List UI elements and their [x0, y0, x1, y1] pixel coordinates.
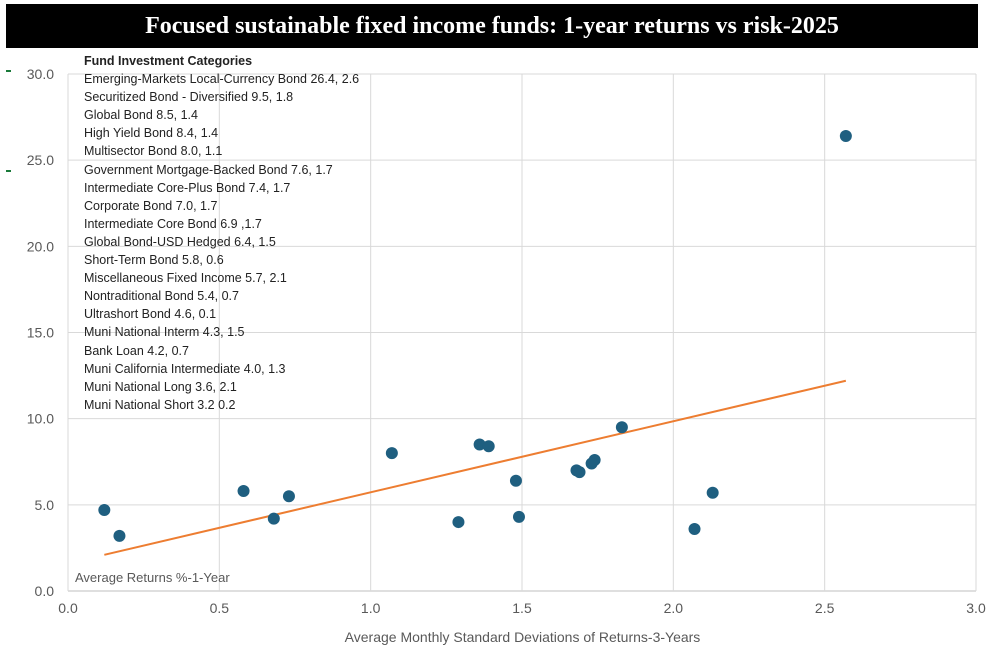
y-tick-label: 5.0: [35, 497, 55, 513]
data-point: [452, 516, 465, 529]
data-point: [98, 504, 111, 517]
x-tick-label: 3.0: [966, 600, 986, 616]
y-tick-label: 25.0: [27, 152, 54, 168]
legend-item: Muni National Interm 4.3, 1.5: [84, 325, 245, 340]
x-tick-label: 0.5: [210, 600, 230, 616]
x-tick-label: 1.5: [512, 600, 532, 616]
trendline: [104, 379, 847, 556]
legend-item: Securitized Bond - Diversified 9.5, 1.8: [84, 90, 294, 105]
x-tick-label: 2.0: [664, 600, 684, 616]
data-point: [282, 490, 295, 503]
legend-item: Multisector Bond 8.0, 1.1: [84, 144, 223, 159]
data-point: [509, 474, 522, 487]
y-tick-label: 0.0: [35, 583, 55, 599]
x-tick-label: 1.0: [361, 600, 381, 616]
legend-item: Intermediate Core Bond 6.9 ,1.7: [84, 216, 262, 231]
data-point: [482, 440, 495, 453]
y-axis-title: Average Returns %-1-Year: [75, 570, 230, 585]
legend-item: Muni National Long 3.6, 2.1: [84, 379, 237, 394]
legend-item: Bank Loan 4.2, 0.7: [84, 343, 189, 358]
y-tick-label: 20.0: [27, 238, 54, 254]
legend-list: Emerging-Markets Local-Currency Bond 26.…: [84, 70, 359, 414]
data-point: [688, 522, 701, 535]
legend-title: Fund Investment Categories: [84, 54, 253, 68]
y-tick-label: 10.0: [27, 411, 54, 427]
data-point: [512, 510, 525, 523]
y-tick-label: 15.0: [27, 325, 54, 341]
chart-title: Focused sustainable fixed income funds: …: [6, 4, 978, 48]
legend-item: Corporate Bond 7.0, 1.7: [84, 198, 218, 213]
x-tick-label: 0.0: [58, 600, 78, 616]
data-point: [473, 438, 486, 451]
legend-item: Nontraditional Bond 5.4, 0.7: [84, 289, 239, 304]
edge-tick-mark: [6, 170, 11, 172]
x-axis-title: Average Monthly Standard Deviations of R…: [344, 629, 701, 645]
data-point: [113, 529, 126, 542]
data-point: [237, 485, 250, 498]
data-point: [839, 130, 852, 143]
legend-item: Global Bond 8.5, 1.4: [84, 108, 198, 123]
legend-item: Emerging-Markets Local-Currency Bond 26.…: [84, 72, 360, 87]
data-point: [706, 486, 719, 499]
legend-item: Miscellaneous Fixed Income 5.7, 2.1: [84, 271, 287, 286]
y-tick-label: 30.0: [27, 66, 54, 82]
legend-box: Fund Investment Categories Emerging-Mark…: [84, 52, 359, 414]
legend-item: Government Mortgage-Backed Bond 7.6, 1.7: [84, 162, 333, 177]
data-point: [267, 512, 280, 525]
data-point: [615, 421, 628, 434]
legend-item: Muni National Short 3.2 0.2: [84, 397, 236, 412]
legend-item: Ultrashort Bond 4.6, 0.1: [84, 307, 217, 322]
data-point: [385, 447, 398, 460]
x-tick-label: 2.5: [815, 600, 835, 616]
legend-item: Muni California Intermediate 4.0, 1.3: [84, 361, 286, 376]
edge-tick-mark: [6, 70, 11, 72]
legend-item: Intermediate Core-Plus Bond 7.4, 1.7: [84, 180, 291, 195]
legend-item: Short-Term Bond 5.8, 0.6: [84, 253, 224, 268]
data-point: [585, 457, 598, 470]
data-point: [573, 466, 586, 479]
legend-item: Global Bond-USD Hedged 6.4, 1.5: [84, 234, 276, 249]
legend-item: High Yield Bond 8.4, 1.4: [84, 126, 219, 141]
